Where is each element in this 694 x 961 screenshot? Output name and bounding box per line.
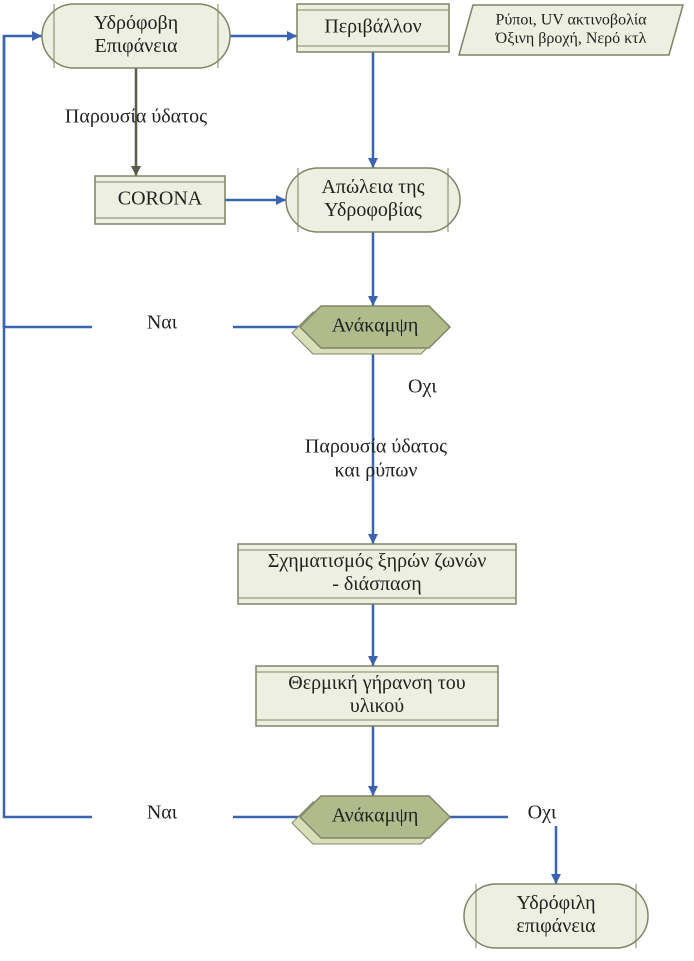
node-text: - διάσπαση — [332, 573, 422, 595]
env_data: Ρύποι, UV ακτινοβολία Όξινη βροχή, Νερό κ… — [459, 5, 683, 55]
recover2: Ανάκαμψη — [292, 796, 450, 844]
label-oxi1: Οχι — [408, 376, 437, 398]
dryband: Σχηματισμός ξηρών ζωνών- διάσπαση — [238, 544, 516, 604]
label-presence_water: Παρουσία ύδατος — [65, 106, 207, 128]
recover1: Ανάκαμψη — [292, 306, 450, 354]
node-text: Όξινη βροχή, Νερό κτλ — [495, 30, 647, 47]
node-text: Επιφάνεια — [94, 35, 178, 57]
node-text: Υδρόφοβη — [94, 12, 178, 34]
loss: Απώλεια τηςΥδροφοβίας — [286, 168, 460, 232]
label-oxi2: Οχι — [528, 802, 557, 824]
corona: CORONA — [95, 176, 225, 224]
thermal: Θερμική γήρανση τουυλικού — [256, 666, 498, 726]
node-text: υλικού — [350, 695, 404, 717]
node-text: Σχηματισμός ξηρών ζωνών — [268, 550, 487, 572]
label-nai2: Ναι — [147, 802, 178, 824]
label-pw_pollutants1: Παρουσία ύδατος — [305, 436, 447, 458]
node-text: Ρύποι, UV ακτινοβολία — [495, 11, 647, 28]
hydrophobic: ΥδρόφοβηΕπιφάνεια — [42, 4, 230, 68]
edge — [4, 36, 92, 327]
node-text: Υδροφοβίας — [324, 199, 422, 221]
node-text: Ανάκαμψη — [332, 805, 419, 827]
label-nai1: Ναι — [147, 312, 178, 334]
node-text: Ανάκαμψη — [332, 315, 419, 337]
label-pw_pollutants2: και ρύπων — [335, 460, 418, 482]
environment: Περιβάλλον — [297, 4, 449, 52]
node-text: Θερμική γήρανση του — [288, 672, 466, 694]
edge — [4, 36, 92, 817]
node-text: Απώλεια της — [321, 176, 424, 198]
node-text: Υδρόφιλη — [516, 892, 595, 914]
node-text: CORONA — [118, 188, 203, 210]
node-text: Περιβάλλον — [324, 16, 421, 38]
edges-layer — [4, 36, 556, 884]
hydrophilic: Υδρόφιληεπιφάνεια — [464, 884, 648, 948]
node-text: επιφάνεια — [516, 915, 596, 937]
